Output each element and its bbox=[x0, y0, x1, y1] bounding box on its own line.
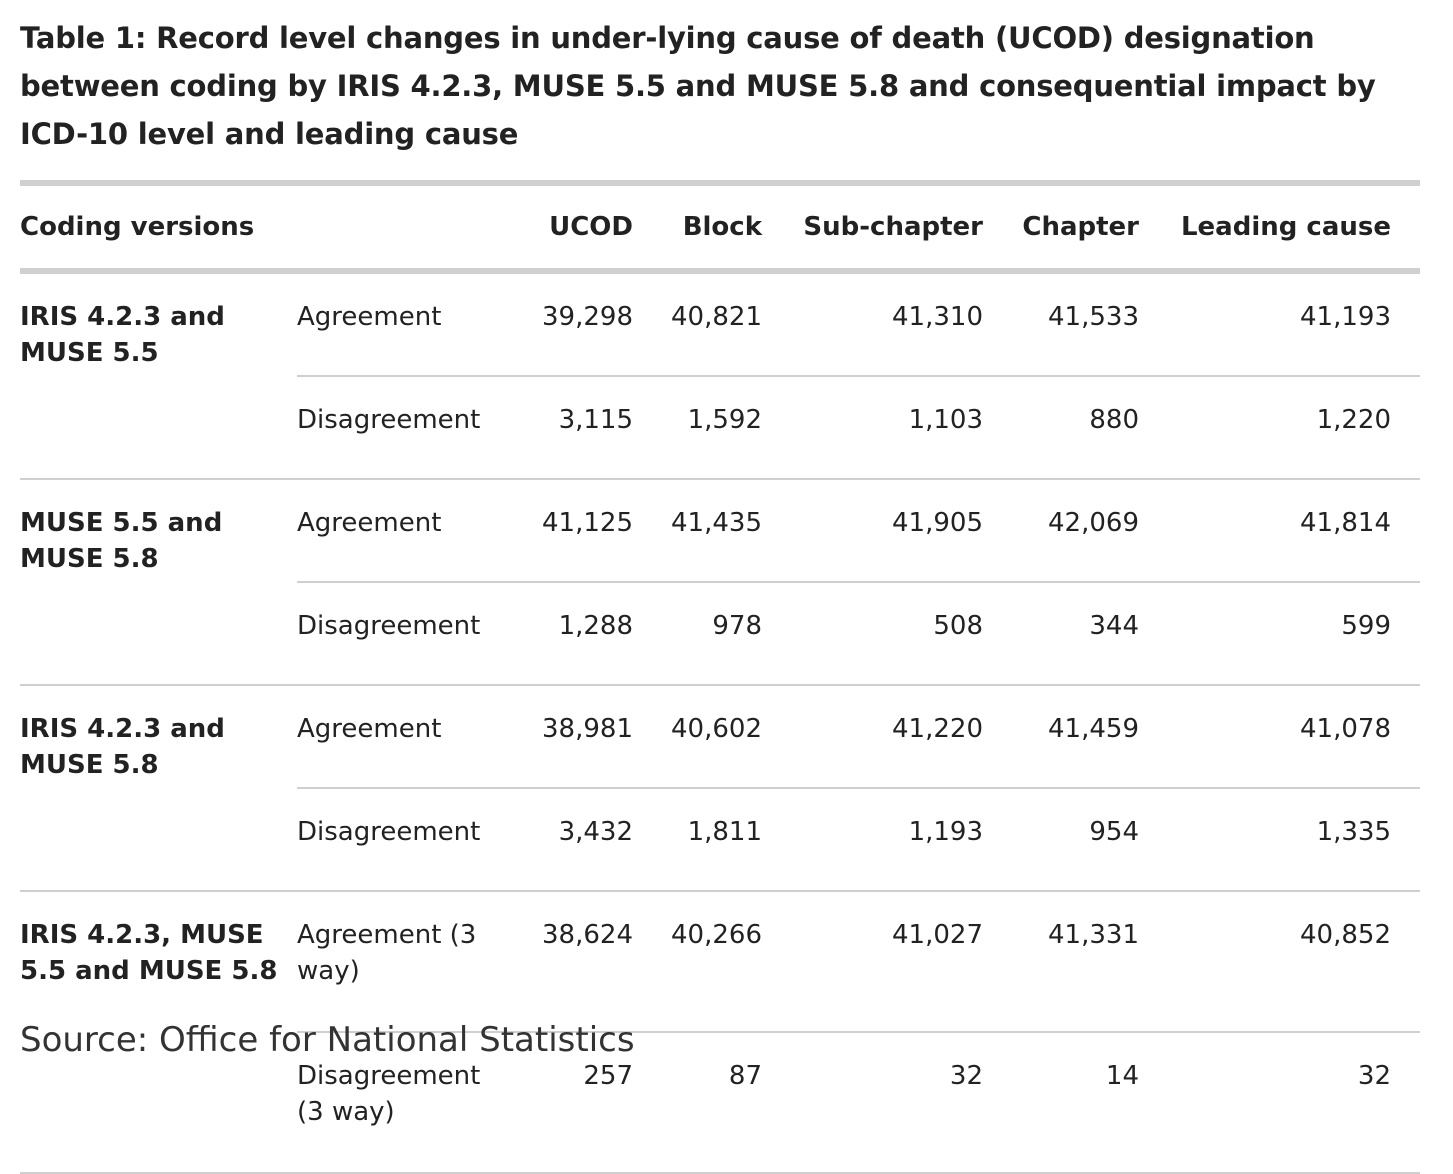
group-label: MUSE 5.5 and MUSE 5.8 bbox=[20, 479, 297, 686]
cell-block: 40,266 bbox=[633, 891, 762, 1033]
cell-sub-chapter: 32 bbox=[762, 1032, 983, 1174]
cell-block: 41,435 bbox=[633, 479, 762, 583]
cell-chapter: 344 bbox=[983, 582, 1139, 686]
row-spacer bbox=[1391, 582, 1420, 686]
row-type: Agreement bbox=[297, 479, 510, 583]
group-label: IRIS 4.2.3 and MUSE 5.5 bbox=[20, 271, 297, 480]
cell-ucod: 39,298 bbox=[510, 271, 633, 377]
row-type: Agreement (3 way) bbox=[297, 891, 510, 1033]
cell-leading-cause: 40,852 bbox=[1139, 891, 1391, 1033]
table-figure: Table 1: Record level changes in under-l… bbox=[20, 14, 1420, 1174]
cell-sub-chapter: 41,905 bbox=[762, 479, 983, 583]
cell-chapter: 41,459 bbox=[983, 685, 1139, 789]
cell-leading-cause: 599 bbox=[1139, 582, 1391, 686]
row-spacer bbox=[1391, 891, 1420, 1033]
row-type: Agreement bbox=[297, 685, 510, 789]
source-note: Source: Office for National Statistics bbox=[20, 1020, 635, 1060]
cell-leading-cause: 1,220 bbox=[1139, 376, 1391, 480]
header-block: Block bbox=[633, 180, 762, 274]
cell-ucod: 1,288 bbox=[510, 582, 633, 686]
header-coding-versions: Coding versions bbox=[20, 180, 510, 274]
table-row: Disagreement 3,432 1,811 1,193 954 1,335 bbox=[20, 788, 1420, 892]
table-title: Table 1: Record level changes in under-l… bbox=[20, 21, 1376, 151]
header-row: Coding versions UCOD Block Sub-chapter C… bbox=[20, 180, 1420, 274]
cell-chapter: 42,069 bbox=[983, 479, 1139, 583]
header-chapter: Chapter bbox=[983, 180, 1139, 274]
cell-block: 40,602 bbox=[633, 685, 762, 789]
row-spacer bbox=[1391, 685, 1420, 789]
cell-ucod: 3,432 bbox=[510, 788, 633, 892]
cell-ucod: 41,125 bbox=[510, 479, 633, 583]
cell-block: 87 bbox=[633, 1032, 762, 1174]
cell-sub-chapter: 41,220 bbox=[762, 685, 983, 789]
cell-leading-cause: 32 bbox=[1139, 1032, 1391, 1174]
header-spacer bbox=[1391, 180, 1420, 274]
group-label: IRIS 4.2.3 and MUSE 5.8 bbox=[20, 685, 297, 892]
row-type: Disagreement bbox=[297, 788, 510, 892]
cell-chapter: 41,533 bbox=[983, 271, 1139, 377]
cell-sub-chapter: 508 bbox=[762, 582, 983, 686]
row-spacer bbox=[1391, 271, 1420, 377]
row-spacer bbox=[1391, 376, 1420, 480]
cell-sub-chapter: 1,103 bbox=[762, 376, 983, 480]
table-row: Disagreement 3,115 1,592 1,103 880 1,220 bbox=[20, 376, 1420, 480]
cell-sub-chapter: 41,310 bbox=[762, 271, 983, 377]
row-type: Disagreement bbox=[297, 582, 510, 686]
cell-leading-cause: 41,193 bbox=[1139, 271, 1391, 377]
cell-leading-cause: 1,335 bbox=[1139, 788, 1391, 892]
row-type: Disagreement bbox=[297, 376, 510, 480]
row-spacer bbox=[1391, 479, 1420, 583]
cell-ucod: 38,624 bbox=[510, 891, 633, 1033]
row-type: Agreement bbox=[297, 271, 510, 377]
cell-block: 1,592 bbox=[633, 376, 762, 480]
cell-sub-chapter: 41,027 bbox=[762, 891, 983, 1033]
header-leading-cause: Leading cause bbox=[1139, 180, 1391, 274]
cell-sub-chapter: 1,193 bbox=[762, 788, 983, 892]
cell-ucod: 3,115 bbox=[510, 376, 633, 480]
table-row: IRIS 4.2.3, MUSE 5.5 and MUSE 5.8 Agreem… bbox=[20, 891, 1420, 1174]
cell-chapter: 954 bbox=[983, 788, 1139, 892]
cell-chapter: 14 bbox=[983, 1032, 1139, 1174]
table-row: MUSE 5.5 and MUSE 5.8 Agreement 41,125 4… bbox=[20, 479, 1420, 686]
row-spacer bbox=[1391, 1032, 1420, 1174]
cell-block: 40,821 bbox=[633, 271, 762, 377]
table-row: IRIS 4.2.3 and MUSE 5.8 Agreement 38,981… bbox=[20, 685, 1420, 892]
row-spacer bbox=[1391, 788, 1420, 892]
header-ucod: UCOD bbox=[510, 180, 633, 274]
data-table: Coding versions UCOD Block Sub-chapter C… bbox=[20, 180, 1420, 1174]
cell-chapter: 880 bbox=[983, 376, 1139, 480]
cell-leading-cause: 41,078 bbox=[1139, 685, 1391, 789]
cell-leading-cause: 41,814 bbox=[1139, 479, 1391, 583]
table-row: Disagreement 1,288 978 508 344 599 bbox=[20, 582, 1420, 686]
header-sub-chapter: Sub-chapter bbox=[762, 180, 983, 274]
cell-ucod: 38,981 bbox=[510, 685, 633, 789]
cell-chapter: 41,331 bbox=[983, 891, 1139, 1033]
table-row: IRIS 4.2.3 and MUSE 5.5 Agreement 39,298… bbox=[20, 271, 1420, 480]
cell-block: 1,811 bbox=[633, 788, 762, 892]
cell-block: 978 bbox=[633, 582, 762, 686]
